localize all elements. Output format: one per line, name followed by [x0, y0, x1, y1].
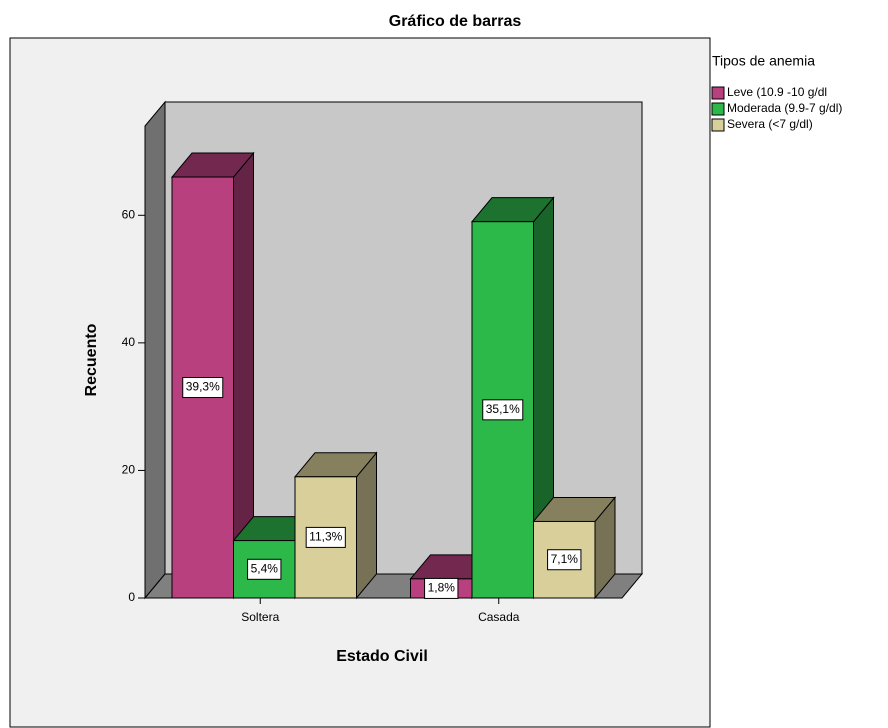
y-tick-label: 60 [122, 207, 136, 221]
data-label: 5,4% [251, 561, 279, 575]
data-label-box [482, 399, 524, 421]
legend-label: Severa (<7 g/dl) [727, 117, 813, 131]
data-label-box [182, 377, 224, 399]
y-axis-title: Recuento [83, 323, 100, 396]
data-label-box [305, 526, 346, 548]
data-label: 39,3% [186, 380, 220, 394]
legend-label: Moderada (9.9-7 g/dl) [727, 101, 842, 115]
data-label-box [424, 577, 459, 599]
bar-side [356, 451, 377, 600]
data-label: 1,8% [428, 581, 456, 595]
legend-swatch [711, 118, 725, 132]
data-label-box [247, 558, 282, 580]
x-tick-label: Soltera [241, 610, 279, 624]
data-label: 11,3% [309, 530, 342, 544]
legend-swatch [711, 86, 725, 100]
y-tick-label: 20 [122, 463, 136, 477]
y-tick-label: 40 [122, 335, 136, 349]
data-label: 7,1% [551, 552, 579, 566]
chart-title: Gráfico de barras [389, 13, 522, 30]
left-wall [144, 100, 166, 600]
legend-swatch [711, 102, 725, 116]
data-label: 35,1% [486, 402, 520, 416]
x-tick-label: Casada [478, 610, 520, 624]
legend-title: Tipos de anemia [712, 53, 815, 69]
y-tick-label: 0 [128, 590, 135, 604]
x-axis-title: Estado Civil [336, 648, 428, 665]
data-label-box [547, 549, 582, 571]
legend-label: Leve (10.9 -10 g/dl [727, 85, 827, 99]
